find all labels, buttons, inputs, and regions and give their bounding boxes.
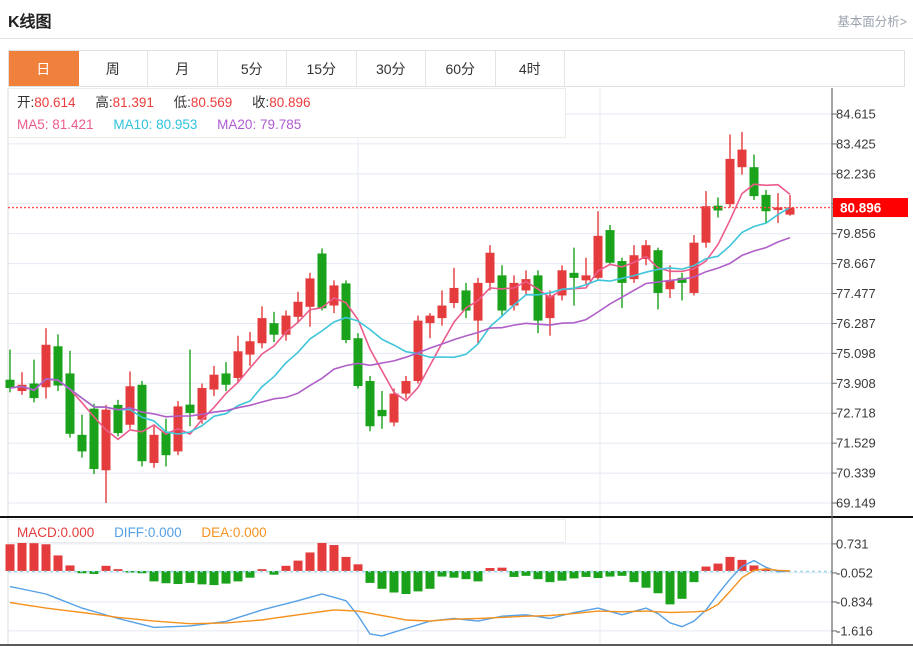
quote-readout-box: 开:80.614 高:81.391 低:80.569 收:80.896 MA5:…	[8, 88, 566, 138]
price-tick-76.287: 76.287	[836, 316, 876, 331]
page-title: K线图	[8, 14, 52, 31]
macd-dea-line	[9, 568, 791, 625]
ma10-label: MA10:	[113, 117, 157, 132]
price-tick-70.339: 70.339	[836, 466, 876, 481]
macd-tick--1.616: -1.616	[836, 623, 873, 638]
open-value: 80.614	[34, 95, 76, 110]
close-label: 收:	[251, 95, 270, 110]
dea-value: 0.000	[232, 525, 267, 540]
kline-chart[interactable]: 84.61583.42582.23681.04679.85678.66777.4…	[0, 88, 913, 648]
macd-tick-0.731: 0.731	[836, 536, 869, 551]
ma20-value: 79.785	[259, 117, 302, 132]
tab-60分[interactable]: 60分	[426, 51, 496, 86]
axes-layer: 84.61583.42582.23681.04679.85678.66777.4…	[0, 88, 913, 646]
fundamental-analysis-link[interactable]: 基本面分析>	[837, 15, 907, 29]
tabbar-filler	[565, 51, 904, 86]
ma20-line	[9, 236, 791, 418]
tab-日[interactable]: 日	[9, 51, 79, 86]
high-label: 高:	[95, 95, 113, 110]
diff-value: 0.000	[147, 525, 182, 540]
low-label: 低:	[173, 95, 191, 110]
ma5-value: 81.421	[52, 117, 94, 132]
price-tick-84.615: 84.615	[836, 107, 876, 122]
macd-readout-box: MACD:0.000 DIFF:0.000 DEA:0.000	[8, 519, 566, 543]
macd-value: 0.000	[60, 525, 95, 540]
price-tick-73.908: 73.908	[836, 376, 876, 391]
macd-diff-line	[9, 559, 791, 637]
macd-row: MACD:0.000 DIFF:0.000 DEA:0.000	[17, 522, 565, 544]
macd-label: MACD:	[17, 525, 61, 540]
price-tick-77.477: 77.477	[836, 286, 876, 301]
price-tick-83.425: 83.425	[836, 136, 876, 151]
tab-5分[interactable]: 5分	[217, 51, 287, 86]
price-tick-69.149: 69.149	[836, 496, 876, 511]
price-tick-72.718: 72.718	[836, 406, 876, 421]
tab-月[interactable]: 月	[148, 51, 218, 86]
low-value: 80.569	[190, 95, 233, 110]
last-price-label: 80.896	[833, 198, 908, 218]
ma20-label: MA20:	[217, 117, 260, 132]
macd-tick--0.052: -0.052	[836, 565, 873, 580]
page-header: K线图 基本面分析>	[0, 0, 913, 39]
candles-layer	[5, 131, 795, 503]
tab-15分[interactable]: 15分	[287, 51, 357, 86]
ma-lines-layer	[9, 183, 791, 637]
ma10-value: 80.953	[156, 117, 198, 132]
tab-4时[interactable]: 4时	[495, 51, 565, 86]
price-tick-75.098: 75.098	[836, 346, 876, 361]
macd-tick--0.834: -0.834	[836, 594, 873, 609]
tab-30分[interactable]: 30分	[356, 51, 426, 86]
period-tabbar: 日周月 5分 15分 30分 60分 4时	[8, 50, 905, 87]
ma-row: MA5: 81.421 MA10: 80.953 MA20: 79.785	[17, 114, 565, 136]
tab-周[interactable]: 周	[78, 51, 148, 86]
price-tick-82.236: 82.236	[836, 166, 876, 181]
price-tick-78.667: 78.667	[836, 256, 876, 271]
ohlc-row: 开:80.614 高:81.391 低:80.569 收:80.896	[17, 92, 565, 114]
close-value: 80.896	[269, 95, 311, 110]
svg-text:80.896: 80.896	[840, 201, 882, 216]
macd-histogram	[5, 539, 832, 605]
open-label: 开:	[17, 95, 35, 110]
diff-label: DIFF:	[114, 525, 148, 540]
price-tick-79.856: 79.856	[836, 226, 876, 241]
high-value: 81.391	[112, 95, 154, 110]
ma5-label: MA5:	[17, 117, 53, 132]
price-tick-71.529: 71.529	[836, 436, 876, 451]
dea-label: DEA:	[201, 525, 233, 540]
ma10-line	[9, 206, 791, 435]
